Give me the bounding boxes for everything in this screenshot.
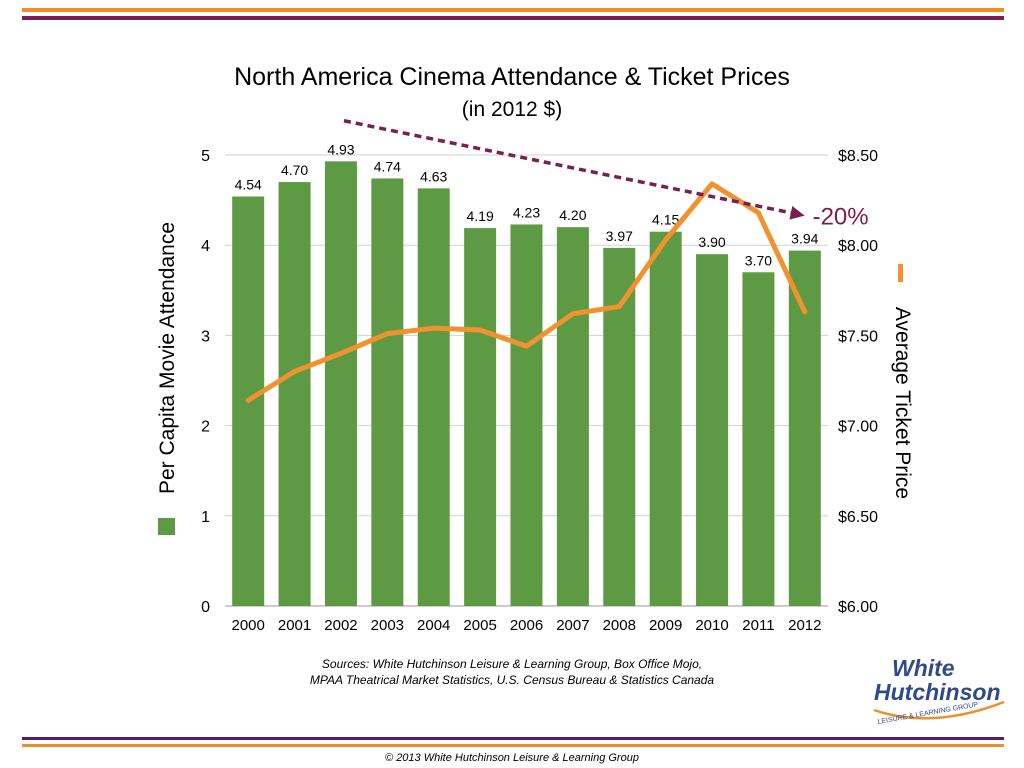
y-tick-5: 5 (201, 148, 210, 165)
x-tick-2009: 2009 (649, 617, 682, 634)
bar-label-2001: 4.70 (281, 162, 308, 178)
bar-2004 (417, 188, 450, 606)
sources-line-1: Sources: White Hutchinson Leisure & Lear… (321, 657, 703, 671)
x-tick-2006: 2006 (510, 617, 543, 634)
x-tick-2005: 2005 (463, 617, 496, 634)
bottom-orange-rule (22, 744, 1004, 747)
page-subtitle: (in 2012 $) (461, 98, 563, 121)
x-tick-2008: 2008 (603, 617, 636, 634)
x-tick-2010: 2010 (695, 617, 728, 634)
logo-line-1: White (892, 655, 955, 681)
bar-2010 (696, 254, 729, 606)
bar-label-2006: 4.23 (513, 204, 540, 220)
bar-2009 (649, 231, 682, 607)
bar-label-2002: 4.93 (327, 141, 354, 157)
y-right-tick-0: $6.00 (838, 599, 878, 616)
trend-dashed-line (343, 119, 796, 216)
right-legend-swatch (898, 264, 903, 282)
y-tick-3: 3 (201, 328, 210, 345)
bar-label-2009: 4.15 (652, 212, 679, 228)
bar-2006 (510, 224, 543, 607)
bar-2007 (556, 227, 589, 606)
y-tick-labels: 0 1 2 3 4 5 (201, 148, 210, 616)
y-right-tick-3: $7.50 (838, 328, 878, 345)
axis-titles: Per Capita Movie Attendance Average Ticke… (156, 222, 914, 535)
logo-line-2: Hutchinson (874, 679, 1001, 705)
y-right-tick-4: $8.00 (838, 238, 878, 255)
y-tick-4: 4 (201, 238, 210, 255)
trend-arrowhead (789, 205, 805, 220)
left-legend-swatch (158, 518, 175, 535)
x-tick-2000: 2000 (232, 617, 265, 634)
y-axis-title: Per Capita Movie Attendance (156, 222, 179, 494)
x-tick-2003: 2003 (371, 617, 404, 634)
price-series (245, 181, 808, 403)
y-right-axis-title: Average Ticket Price (891, 307, 914, 499)
page-title: North America Cinema Attendance & Ticket… (234, 63, 790, 91)
trend-annotation: -20% (343, 119, 869, 231)
bar-2012 (788, 250, 821, 606)
copyright: © 2013 White Hutchinson Leisure & Learni… (385, 752, 639, 764)
y-right-tick-2: $7.00 (838, 419, 878, 436)
bar-2005 (464, 228, 497, 606)
bar-2001 (278, 182, 311, 606)
bar-label-2005: 4.19 (466, 208, 493, 224)
bar-2003 (371, 178, 404, 606)
bar-label-2008: 3.97 (606, 228, 633, 244)
bar-label-2000: 4.54 (235, 176, 262, 192)
bar-label-2003: 4.74 (374, 158, 401, 174)
bar-label-2004: 4.63 (420, 168, 447, 184)
price-line (245, 181, 808, 403)
y-tick-0: 0 (201, 599, 210, 616)
bar-2002 (324, 161, 357, 606)
bottom-indigo-rule (22, 737, 1004, 740)
y-right-tick-5: $8.50 (838, 148, 878, 165)
bar-label-2012: 3.94 (791, 231, 818, 247)
top-orange-rule (22, 8, 1004, 12)
bar-label-2010: 3.90 (698, 234, 725, 250)
bar-2011 (742, 272, 775, 606)
x-tick-2001: 2001 (278, 617, 311, 634)
y-tick-2: 2 (201, 419, 210, 436)
logo-swoosh (873, 700, 1005, 720)
white-hutchinson-logo: White Hutchinson LEISURE & LEARNING GROU… (862, 652, 1012, 732)
x-tick-2007: 2007 (556, 617, 589, 634)
sources-line-2: MPAA Theatrical Market Statistics, U.S. … (309, 673, 715, 687)
x-tick-2004: 2004 (417, 617, 450, 634)
trend-label: -20% (813, 204, 869, 231)
y-right-tick-1: $6.50 (838, 509, 878, 526)
y-right-tick-labels: $6.00 $6.50 $7.00 $7.50 $8.00 $8.50 (838, 148, 878, 616)
x-tick-2002: 2002 (324, 617, 357, 634)
y-tick-1: 1 (201, 509, 210, 526)
top-purple-rule (22, 16, 1004, 20)
x-tick-2011: 2011 (742, 617, 774, 634)
bar-labels: 4.54 4.70 4.93 4.74 4.63 4.19 4.23 4.20 3.97 4.15… (235, 141, 819, 268)
x-tick-2012: 2012 (788, 617, 821, 634)
x-tick-labels: 2000 2001 2002 2003 2004 2005 2006 2007 2008 2009… (232, 617, 822, 634)
bar-label-2007: 4.20 (559, 207, 586, 223)
bar-2008 (603, 247, 636, 606)
bars (232, 161, 821, 607)
bar-label-2011: 3.70 (745, 252, 772, 268)
